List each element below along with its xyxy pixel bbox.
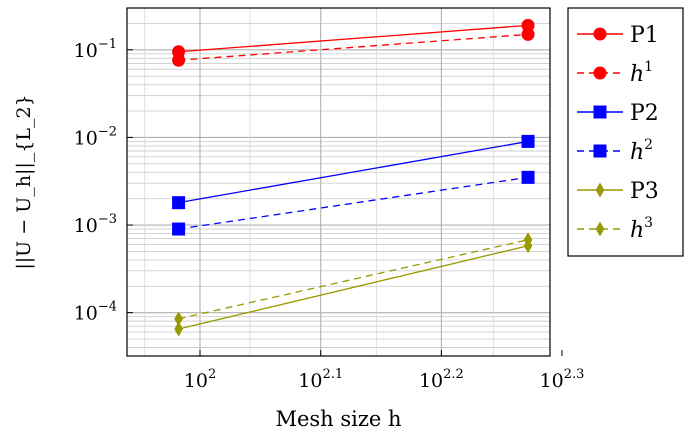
data-point (172, 53, 186, 67)
y-tick-label: 10−3 (74, 212, 117, 237)
series-4 (174, 238, 533, 337)
axis-ticks: 102 102.1 102.2 102.3 10−1 10−2 10−3 10−4 (74, 37, 585, 392)
data-point (521, 170, 535, 184)
series-2 (172, 134, 535, 210)
series-3 (172, 170, 535, 236)
legend-marker (593, 105, 607, 119)
series-line (178, 176, 529, 230)
legend-item: P1 (577, 23, 659, 48)
data-point (174, 321, 183, 337)
legend-marker (593, 66, 607, 80)
series-layer (172, 18, 535, 337)
legend-label: h1 (630, 59, 653, 87)
series-line (178, 245, 529, 330)
x-tick-label: 102.3 (540, 367, 585, 392)
x-axis-label: Mesh size h (275, 407, 401, 431)
data-point (174, 311, 183, 327)
series-5 (174, 232, 533, 327)
legend: P1 h1 P2 h2 P3 h3 (567, 7, 684, 257)
series-line (178, 140, 529, 204)
grid (127, 8, 550, 356)
y-axis-label: ||U − U_h||_{L_2} (13, 94, 35, 269)
legend-label: P2 (630, 101, 659, 126)
legend-item: h3 (577, 215, 653, 243)
legend-label: h3 (630, 215, 653, 243)
legend-marker (593, 144, 607, 158)
legend-box (567, 7, 684, 257)
data-point (521, 134, 535, 148)
legend-label: P1 (630, 23, 659, 48)
y-axis-label-text: ||U − U_h||_{L_2} (13, 94, 35, 269)
x-tick-label: 102.2 (419, 367, 464, 392)
legend-label: P3 (630, 179, 659, 204)
data-point (172, 196, 186, 210)
y-tick-label: 10−4 (74, 300, 117, 325)
data-point (523, 232, 533, 248)
legend-marker (595, 221, 605, 237)
legend-item: P2 (577, 101, 659, 126)
legend-item: h1 (577, 59, 653, 87)
x-tick-label: 102 (184, 367, 216, 392)
y-tick-label: 10−1 (74, 37, 117, 62)
legend-item: h2 (577, 137, 653, 165)
legend-label: h2 (630, 137, 653, 165)
plot-area-frame (126, 7, 551, 357)
legend-marker (595, 182, 605, 198)
series-1 (172, 27, 535, 67)
series-line (178, 24, 529, 53)
data-point (172, 222, 186, 236)
series-line (178, 33, 529, 61)
y-tick-label: 10−2 (74, 124, 117, 149)
data-point (521, 27, 535, 41)
legend-marker (593, 27, 607, 41)
legend-item: P3 (577, 179, 659, 204)
x-tick-label: 102.1 (298, 367, 343, 392)
